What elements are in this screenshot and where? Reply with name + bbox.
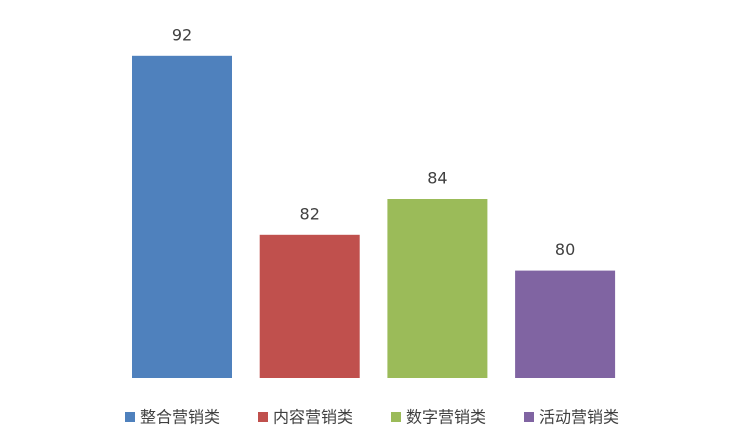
legend-label: 数字营销类 — [406, 408, 486, 427]
bar — [515, 270, 616, 378]
legend-label: 活动营销类 — [539, 408, 619, 427]
data-label: 80 — [555, 240, 575, 259]
legend-swatch — [524, 412, 534, 422]
data-label: 82 — [300, 204, 320, 223]
legend-label: 整合营销类 — [140, 408, 220, 427]
data-label: 84 — [427, 169, 447, 188]
legend-swatch — [391, 412, 401, 422]
legend-label: 内容营销类 — [273, 408, 353, 427]
bar — [387, 199, 488, 378]
legend-swatch — [258, 412, 268, 422]
bar — [132, 55, 232, 379]
data-label: 92 — [172, 25, 192, 44]
legend-swatch — [125, 412, 135, 422]
bar — [259, 234, 360, 378]
